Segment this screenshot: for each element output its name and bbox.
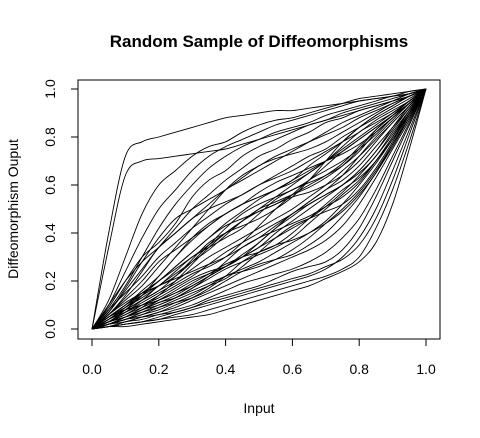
y-tick-label: 0.8 (42, 127, 58, 147)
x-axis-ticks: 0.0 0.2 0.4 0.6 0.8 1.0 (82, 339, 436, 377)
x-tick-label: 1.0 (416, 361, 436, 377)
series-line-36 (91, 88, 427, 330)
series-line-12 (91, 88, 427, 330)
series-line-33 (91, 88, 427, 330)
x-axis-label: Input (243, 400, 274, 416)
series-line-35 (91, 88, 427, 330)
series-line-7 (91, 88, 427, 330)
series-line-4 (91, 88, 427, 330)
series-line-42 (91, 88, 427, 330)
y-axis-ticks: 0.0 0.2 0.4 0.6 0.8 1.0 (42, 79, 78, 339)
series-line-5 (91, 88, 427, 330)
series-line-23 (91, 88, 427, 330)
y-tick-label: 0.2 (42, 271, 58, 291)
series-line-34 (91, 88, 427, 330)
series-line-44 (91, 88, 427, 330)
y-tick-label: 0.0 (42, 319, 58, 339)
series-line-43 (91, 88, 427, 330)
series-line-41 (91, 88, 427, 330)
series-line-6 (91, 88, 427, 330)
series-line-46 (91, 88, 427, 330)
series-line-37 (91, 88, 427, 330)
series-line-10 (91, 88, 427, 330)
y-axis-label: Diffeomorphism Ouput (5, 139, 21, 279)
y-tick-label: 0.4 (42, 223, 58, 243)
series-line-27 (91, 88, 427, 330)
series-line-40 (91, 88, 427, 330)
series-line-20 (91, 88, 427, 330)
x-tick-label: 0.8 (349, 361, 369, 377)
series-line-15 (91, 88, 427, 330)
x-tick-label: 0.6 (283, 361, 303, 377)
chart-title: Random Sample of Diffeomorphisms (110, 32, 408, 51)
x-tick-label: 0.4 (216, 361, 236, 377)
series-group (91, 88, 427, 330)
x-tick-label: 0.0 (82, 361, 102, 377)
x-tick-label: 0.2 (149, 361, 169, 377)
y-tick-label: 0.6 (42, 175, 58, 195)
series-line-30 (91, 88, 427, 330)
series-line-3 (91, 88, 427, 330)
y-tick-label: 1.0 (42, 79, 58, 99)
series-line-16 (91, 88, 427, 330)
series-line-31 (91, 88, 427, 330)
series-line-25 (91, 88, 427, 330)
